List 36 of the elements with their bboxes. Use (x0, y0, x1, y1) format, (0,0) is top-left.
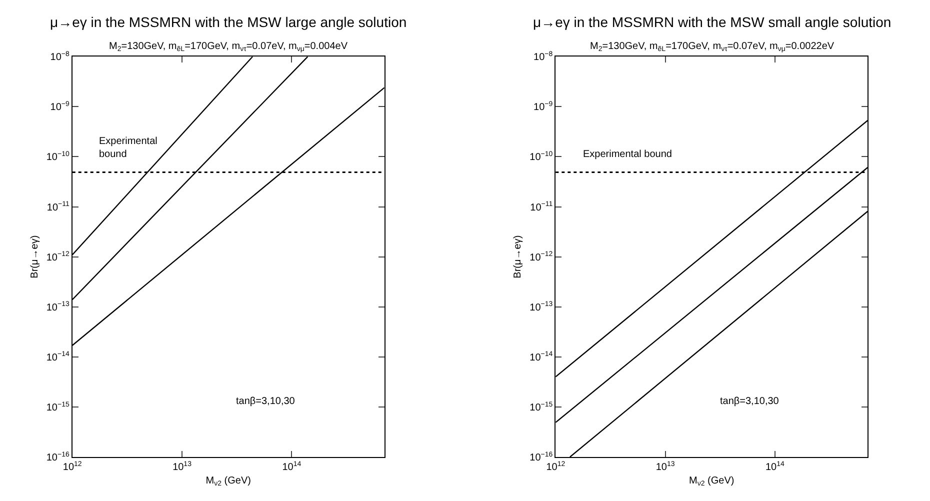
ref-line-label: Experimental bound (99, 136, 158, 160)
y-axis-title: Br(μ→eγ) (512, 235, 524, 278)
text: M$_{2}$=130GeV, m$_{ẽL}$=170GeV, m$_{ντ}$=0.07eV, m$_{νμ}$=0.004eV (109, 41, 348, 54)
text: M$_{2}$=130GeV, m$_{ẽL}$=170GeV, m$_{ντ}$=0.07eV, m$_{νμ}$=0.0022eV (590, 41, 834, 54)
y-tick-label: 10$^{−13}$ (530, 301, 553, 314)
y-tick-label: 10$^{−11}$ (46, 201, 70, 214)
x-tick-label: 10$^{12}$ (546, 460, 566, 473)
chart-title: μ→eγ in the MSSMRN with the MSW small angle solution (533, 14, 892, 30)
y-tick-label: 10$^{−9}$ (50, 100, 70, 114)
y-tick-label: 10$^{−15}$ (530, 401, 553, 414)
y-tick-label: 10$^{−14}$ (46, 351, 70, 364)
y-tick-label: 10$^{−13}$ (46, 301, 70, 314)
y-tick-label: 10$^{−12}$ (46, 251, 70, 264)
y-tick-label: 10$^{−14}$ (530, 351, 553, 364)
y-tick-label: 10$^{−10}$ (530, 151, 553, 164)
y-axis-title: Br(μ→eγ) (29, 235, 40, 278)
x-axis-title: M$_{ν2}$ (GeV) (206, 475, 251, 488)
x-tick-label: 10$^{12}$ (62, 460, 82, 473)
x-tick-label: 10$^{14}$ (282, 460, 302, 473)
y-tick-label: 10$^{−8}$ (534, 50, 553, 64)
annotation: tanβ=3,10,30 (720, 396, 780, 407)
x-axis-title: M$_{ν2}$ (GeV) (689, 475, 734, 488)
y-tick-label: 10$^{−12}$ (530, 251, 553, 264)
y-tick-label: 10$^{−10}$ (46, 151, 70, 164)
y-tick-label: 10$^{−11}$ (530, 201, 553, 214)
chart-title: μ→eγ in the MSSMRN with the MSW large angle solution (50, 14, 407, 30)
y-tick-label: 10$^{−9}$ (534, 100, 553, 114)
x-tick-label: 10$^{13}$ (172, 460, 192, 473)
x-tick-label: 10$^{14}$ (765, 460, 785, 473)
x-tick-label: 10$^{13}$ (656, 460, 675, 473)
y-tick-label: 10$^{−16}$ (530, 451, 553, 464)
annotation: tanβ=3,10,30 (236, 396, 296, 407)
y-tick-label: 10$^{−8}$ (50, 50, 70, 64)
y-tick-label: 10$^{−15}$ (46, 401, 70, 414)
y-tick-label: 10$^{−16}$ (46, 451, 70, 464)
ref-line-label: Experimental bound (583, 149, 672, 160)
